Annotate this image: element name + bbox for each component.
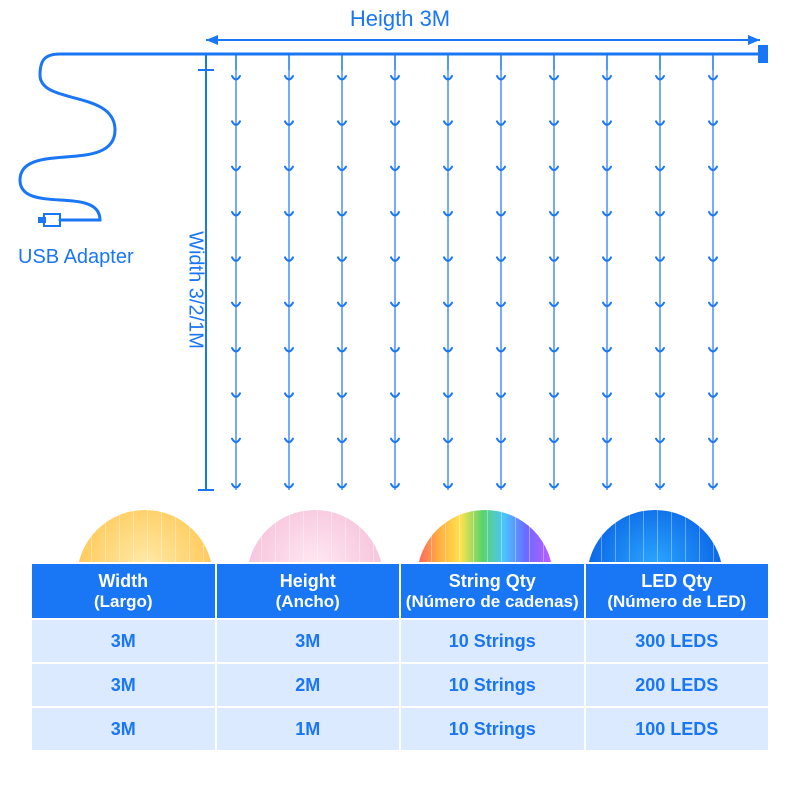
table-header: Width(Largo) xyxy=(31,563,216,619)
spec-table: Width(Largo)Height(Ancho)String Qty(Núme… xyxy=(30,562,770,752)
table-cell: 3M xyxy=(31,707,216,751)
table-cell: 300 LEDS xyxy=(585,619,770,663)
table-cell: 3M xyxy=(216,619,401,663)
height-label: Heigth 3M xyxy=(0,6,800,32)
table-cell: 1M xyxy=(216,707,401,751)
table-cell: 10 Strings xyxy=(400,663,585,707)
table-header: String Qty(Número de cadenas) xyxy=(400,563,585,619)
width-label: Width 3/2/1M xyxy=(184,231,207,349)
curtain-diagram xyxy=(0,30,800,510)
table-cell: 2M xyxy=(216,663,401,707)
table-header: LED Qty(Número de LED) xyxy=(585,563,770,619)
table-cell: 10 Strings xyxy=(400,619,585,663)
table-cell: 100 LEDS xyxy=(585,707,770,751)
table-cell: 3M xyxy=(31,663,216,707)
table-row: 3M3M10 Strings300 LEDS xyxy=(31,619,769,663)
product-diagram: Heigth 3M USB Adapter Width 3/2/1M Width… xyxy=(0,0,800,800)
table-cell: 200 LEDS xyxy=(585,663,770,707)
usb-adapter-label: USB Adapter xyxy=(18,246,134,269)
table-cell: 10 Strings xyxy=(400,707,585,751)
table-cell: 3M xyxy=(31,619,216,663)
table-header: Height(Ancho) xyxy=(216,563,401,619)
table-row: 3M2M10 Strings200 LEDS xyxy=(31,663,769,707)
table-row: 3M1M10 Strings100 LEDS xyxy=(31,707,769,751)
